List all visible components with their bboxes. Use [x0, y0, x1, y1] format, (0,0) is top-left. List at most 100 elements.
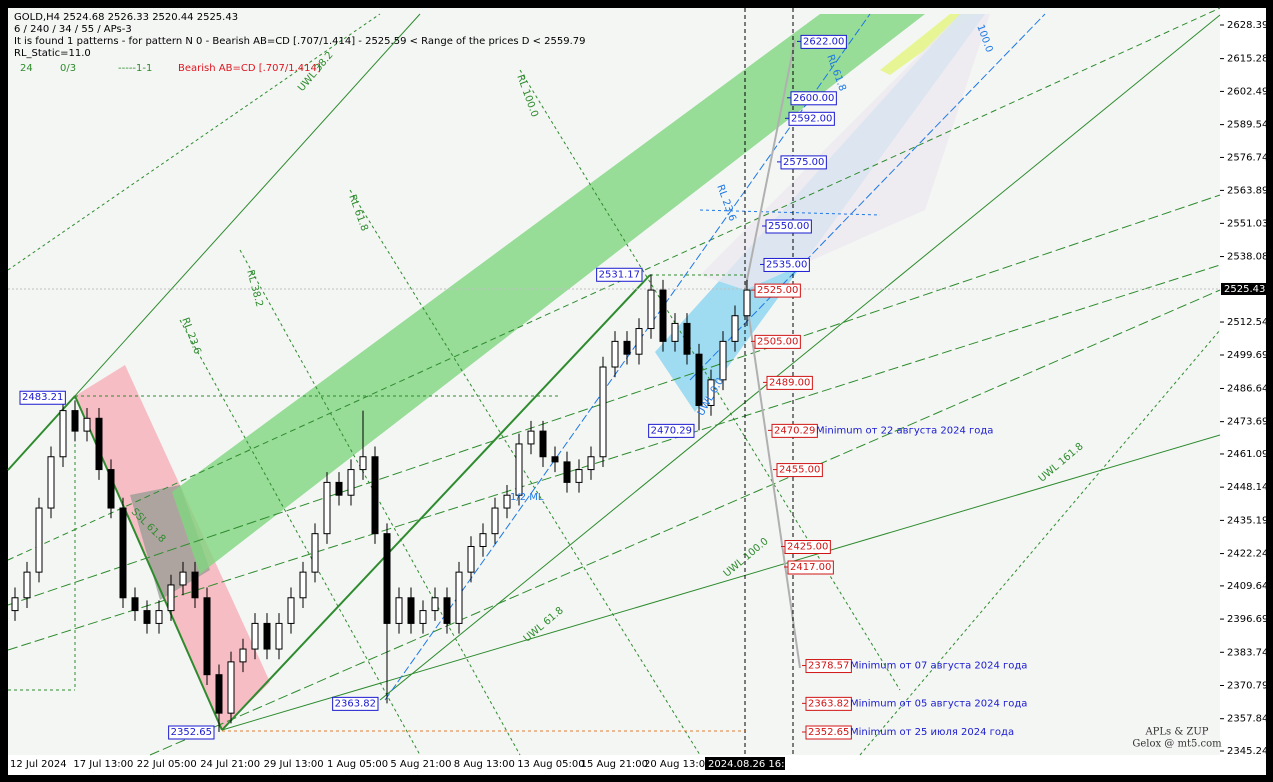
- level-label-box: [780, 155, 827, 170]
- candle-body: [695, 353, 703, 406]
- x-tick-label: 1 Aug 05:00: [327, 759, 388, 770]
- candle-body: [479, 533, 487, 547]
- candle-body: [311, 533, 319, 573]
- level-label: 2525.00: [757, 285, 798, 296]
- candle-body: [167, 584, 175, 612]
- x-tick-label: 20 Aug 13:00: [644, 759, 711, 770]
- pattern-leg: [221, 274, 651, 731]
- candle-body: [731, 315, 739, 342]
- y-tick-label: 2486.64: [1227, 383, 1268, 394]
- header-line: 6 / 240 / 34 / 55 / APs-3: [14, 24, 132, 35]
- current-price-box: [1221, 282, 1266, 295]
- y-tick-label: 2538.08: [1227, 252, 1268, 263]
- candle-body: [551, 456, 559, 463]
- pattern-leg: [7, 395, 76, 471]
- current-price-label: 2525.43: [1224, 284, 1265, 295]
- candle-body: [371, 456, 379, 535]
- level-label: 2505.00: [757, 336, 798, 347]
- candle-body: [215, 674, 223, 714]
- point-label: 2363.82: [335, 698, 376, 709]
- level-label: 2352.65: [808, 727, 849, 738]
- candle-body: [419, 610, 427, 624]
- candle-body: [83, 417, 91, 432]
- candle-body: [587, 456, 595, 471]
- level-label-box: [790, 91, 837, 106]
- y-tick-label: 2383.74: [1227, 647, 1268, 658]
- y-tick-label: 2409.64: [1227, 581, 1268, 592]
- candle-body: [539, 430, 547, 458]
- candle-body: [11, 597, 19, 612]
- x-tick-label: 29 Jul 13:00: [264, 759, 324, 770]
- candle-body: [35, 507, 43, 573]
- candle-body: [659, 289, 667, 342]
- y-tick-label: 2615.28: [1227, 54, 1268, 65]
- y-tick-label: 2422.24: [1227, 549, 1268, 560]
- y-tick-label: 2448.14: [1227, 482, 1268, 493]
- x-tick-label: 8 Aug 13:00: [454, 759, 515, 770]
- line: [699, 209, 881, 216]
- candle-body: [503, 494, 511, 509]
- line: [239, 249, 521, 756]
- candle-body: [395, 597, 403, 624]
- projection: [744, 39, 796, 291]
- y-tick-label: 2370.79: [1227, 680, 1268, 691]
- y-tick-label: 2396.69: [1227, 614, 1268, 625]
- candle-body: [515, 443, 523, 496]
- candle-body: [239, 648, 247, 663]
- line: [221, 434, 1221, 731]
- candle-body: [407, 597, 415, 624]
- level-label-box: [787, 560, 834, 575]
- level-label: 2535.00: [766, 259, 807, 270]
- level-label: 2378.57: [808, 661, 849, 672]
- level-label: 2575.00: [783, 157, 824, 168]
- level-label-box: [805, 725, 852, 740]
- y-tick-label: 2345.24: [1227, 746, 1268, 757]
- y-tick-label: 2589.54: [1227, 120, 1268, 131]
- line: [349, 189, 701, 756]
- time-axis: [8, 755, 1266, 775]
- header-line: GOLD,H4 2524.68 2526.33 2520.44 2525.43: [14, 12, 238, 23]
- candle-body: [647, 289, 655, 330]
- candle-body: [491, 507, 499, 535]
- status-text: 24: [20, 63, 33, 74]
- candle-body: [23, 571, 31, 599]
- level-label: 2425.00: [787, 541, 828, 552]
- candle-body: [743, 289, 751, 317]
- header-line: RL_Static=11.0: [14, 48, 91, 59]
- point-label-box: [19, 390, 66, 405]
- candle-body: [347, 469, 355, 496]
- candle-body: [359, 456, 367, 471]
- line: [7, 7, 1221, 561]
- candle-body: [431, 597, 439, 612]
- y-tick-label: 2435.19: [1227, 515, 1268, 526]
- level-label-box: [805, 659, 852, 674]
- point-label-box: [648, 423, 695, 438]
- level-label: 2455.00: [779, 465, 820, 476]
- point-label: 2470.29: [651, 425, 692, 436]
- level-label: 2600.00: [793, 93, 834, 104]
- level-note: Minimum от 05 августа 2024 года: [850, 698, 1027, 709]
- candle-body: [671, 322, 679, 342]
- level-note: Minimum от 07 августа 2024 года: [850, 661, 1027, 672]
- candle-body: [143, 610, 151, 624]
- y-tick-label: 2602.49: [1227, 86, 1268, 97]
- line: [859, 329, 1221, 756]
- level-label-box: [784, 539, 831, 554]
- candle-body: [287, 597, 295, 624]
- candle-body: [47, 456, 55, 509]
- cursor-time: 2024.08.26 16:23: [708, 759, 797, 770]
- candle-body: [623, 340, 631, 355]
- candle-body: [335, 481, 343, 496]
- projection: [744, 289, 801, 669]
- level-label-box: [763, 257, 810, 272]
- candle-body: [251, 622, 259, 650]
- level-label-box: [800, 34, 847, 49]
- candle-body: [155, 610, 163, 624]
- level-label: 2550.00: [768, 221, 809, 232]
- level-label: 2363.82: [808, 698, 849, 709]
- level-note: Minimum от 22 августа 2024 года: [816, 425, 993, 436]
- candle-body: [611, 340, 619, 368]
- candle-body: [443, 597, 451, 624]
